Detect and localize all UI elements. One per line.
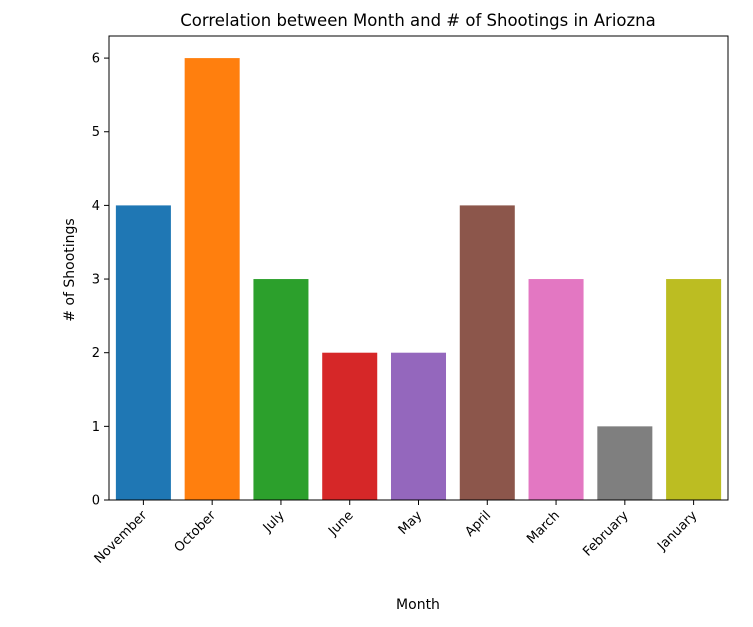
- x-tick-label: March: [524, 508, 563, 547]
- y-tick-label: 4: [92, 199, 100, 214]
- plot-area: 0 1 2 3 4 5 6 November October July June May April Ma…: [92, 35, 729, 567]
- bar-january: [666, 279, 722, 500]
- bar-may: [390, 352, 447, 500]
- y-tick-label: 6: [92, 52, 100, 67]
- bar-april: [459, 205, 515, 500]
- bar-february: [597, 426, 653, 500]
- y-axis-label: # of Shootings: [62, 218, 78, 321]
- chart-title: Correlation between Month and # of Shoot…: [180, 11, 656, 30]
- x-tick-label: February: [580, 508, 632, 560]
- bar-october: [184, 58, 240, 500]
- x-tick-label: May: [396, 508, 426, 538]
- x-tick-label: October: [172, 508, 220, 556]
- y-tick-label: 3: [92, 273, 100, 288]
- y-tick-label: 0: [92, 494, 100, 509]
- bar-march: [528, 279, 584, 500]
- y-tick-label: 2: [92, 346, 100, 361]
- x-tick-label: November: [92, 508, 151, 567]
- bar-november: [115, 205, 171, 500]
- bar-july: [253, 279, 309, 500]
- x-tick-label: January: [654, 508, 700, 554]
- x-tick-label: July: [260, 508, 288, 536]
- x-tick-label: June: [325, 508, 356, 539]
- bar-june: [322, 352, 378, 500]
- y-tick-label: 1: [92, 420, 100, 435]
- x-tick-label: April: [462, 508, 494, 540]
- plot-frame: [108, 35, 729, 501]
- x-axis-label: Month: [396, 597, 440, 613]
- y-tick-label: 5: [92, 125, 100, 140]
